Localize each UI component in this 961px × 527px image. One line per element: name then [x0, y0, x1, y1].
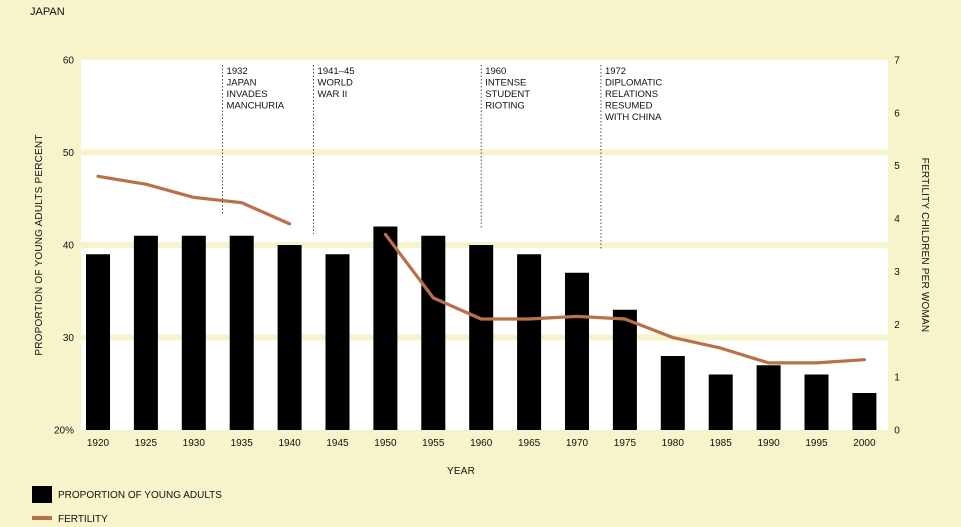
- y2-tick-label: 5: [894, 161, 900, 172]
- y2-tick-label: 0: [894, 426, 900, 437]
- bar-1945: [325, 254, 350, 430]
- x-tick-label: 1945: [326, 438, 349, 449]
- bar-1955: [421, 235, 446, 430]
- annotation-text: RIOTING: [485, 101, 525, 112]
- y2-tick-label: 4: [894, 214, 900, 225]
- x-tick-label: 1960: [470, 438, 493, 449]
- legend: PROPORTION OF YOUNG ADULTS FERTILITY: [32, 486, 222, 525]
- y2-axis-title: FERTILITY CHILDREN PER WOMAN: [919, 158, 930, 333]
- x-tick-label: 1990: [757, 438, 780, 449]
- bar-1970: [565, 272, 589, 430]
- annotation-text: 1941–45: [318, 66, 355, 77]
- x-tick-label: 2000: [853, 438, 876, 449]
- bar-2000: [852, 393, 877, 430]
- annotation-text: RELATIONS: [605, 89, 658, 100]
- x-axis-title: YEAR: [447, 466, 475, 477]
- annotation-text: JAPAN: [227, 78, 257, 89]
- annotation-text: WAR II: [318, 89, 348, 100]
- y-tick-label: 50: [63, 148, 75, 159]
- x-tick-label: 1995: [805, 438, 828, 449]
- annotation-text: 1932: [227, 66, 248, 77]
- fertility-segment-1: [96, 174, 292, 226]
- fertility-line: [96, 174, 867, 365]
- y2-tick-label: 7: [894, 56, 900, 67]
- y-axis-ticks: 20% 30 40 50 60: [54, 56, 74, 437]
- y-tick-label: 20%: [54, 426, 74, 437]
- y-axis-title: PROPORTION OF YOUNG ADULTS PERCENT: [34, 134, 45, 355]
- y2-tick-label: 2: [894, 320, 900, 331]
- legend-label-bars: PROPORTION OF YOUNG ADULTS: [58, 490, 222, 501]
- y-tick-label: 60: [63, 56, 75, 67]
- bar-1960: [469, 245, 494, 430]
- y-tick-label: 30: [63, 333, 75, 344]
- annotation-text: INVADES: [227, 89, 268, 100]
- x-tick-label: 1955: [422, 438, 445, 449]
- annotation-text: MANCHURIA: [227, 101, 285, 112]
- bar-1980: [660, 356, 685, 430]
- x-tick-label: 1970: [566, 438, 589, 449]
- x-tick-label: 1980: [662, 438, 685, 449]
- legend-swatch-fertility: [32, 516, 52, 520]
- annotation-text: STUDENT: [485, 89, 530, 100]
- bar-1965: [517, 254, 542, 430]
- x-tick-label: 1920: [87, 438, 110, 449]
- bar-1990: [756, 365, 781, 430]
- annotation-text: RESUMED: [605, 101, 653, 112]
- legend-label-fertility: FERTILITY: [58, 514, 108, 525]
- x-tick-label: 1930: [183, 438, 206, 449]
- y-tick-label: 40: [63, 241, 75, 252]
- bars: [86, 226, 877, 430]
- annotation-text: 1960: [485, 66, 506, 77]
- bar-1935: [229, 235, 254, 430]
- fertility-segment-2: [383, 232, 867, 365]
- y2-tick-label: 1: [894, 373, 900, 384]
- x-tick-label: 1985: [710, 438, 733, 449]
- x-tick-label: 1935: [231, 438, 254, 449]
- annotation-text: 1972: [605, 66, 626, 77]
- bar-1925: [133, 235, 158, 430]
- bar-1950: [373, 226, 398, 430]
- bar-1920: [86, 254, 110, 430]
- bar-1975: [612, 309, 637, 430]
- x-tick-label: 1965: [518, 438, 541, 449]
- x-tick-label: 1940: [278, 438, 301, 449]
- y2-tick-label: 6: [894, 108, 900, 119]
- legend-swatch-bars: [32, 486, 52, 503]
- annotation-text: WITH CHINA: [605, 112, 662, 123]
- x-tick-label: 1925: [135, 438, 158, 449]
- y2-axis-ticks: 0 1 2 3 4 5 6 7: [894, 56, 900, 437]
- x-tick-label: 1950: [374, 438, 397, 449]
- annotation-text: WORLD: [318, 78, 354, 89]
- y2-tick-label: 3: [894, 267, 900, 278]
- bar-1985: [708, 374, 733, 430]
- bar-1995: [804, 374, 829, 430]
- annotation-text: DIPLOMATIC: [605, 78, 662, 89]
- gridline-band: [81, 149, 888, 156]
- bar-1940: [277, 245, 302, 430]
- chart-title: JAPAN: [30, 6, 65, 18]
- bar-1930: [181, 235, 206, 430]
- x-tick-label: 1975: [614, 438, 637, 449]
- x-axis-ticks: 1920 1925 1930 1935 1940 1945 1950 1955 1960 1965…: [87, 438, 876, 449]
- annotation-text: INTENSE: [485, 78, 526, 89]
